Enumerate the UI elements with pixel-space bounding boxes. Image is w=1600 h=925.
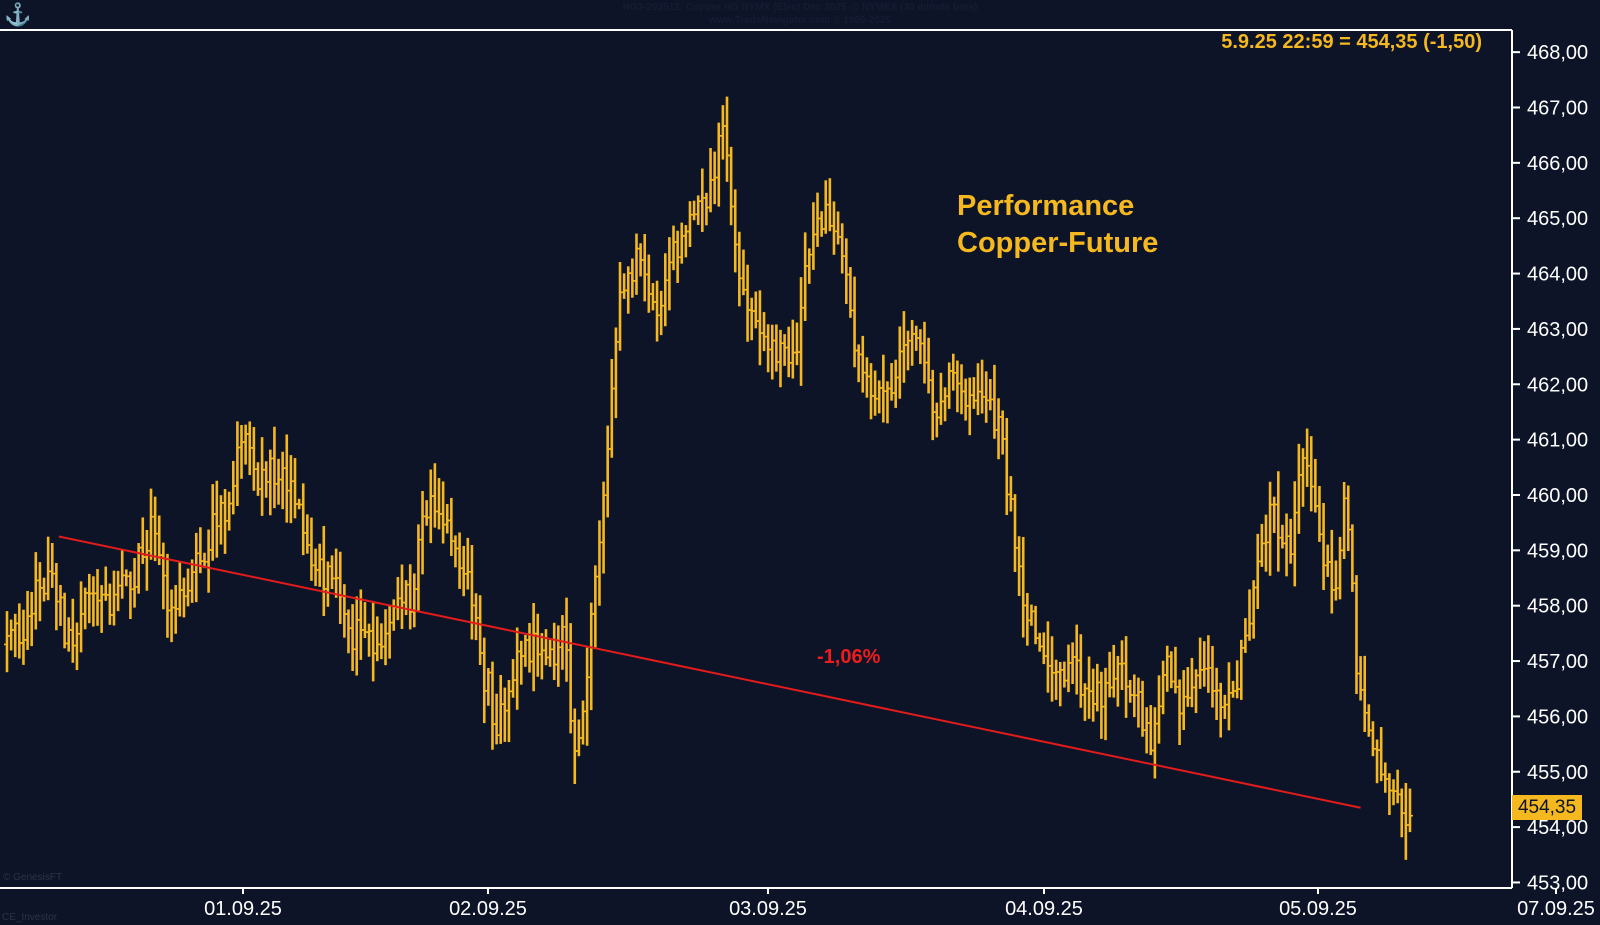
chart-header-title: HG3-202512: Copper HG NYMX (Elec) Dec 20… (622, 2, 978, 13)
y-tick-label: 455,00 (1527, 762, 1588, 784)
trend-percent-label: -1,06% (817, 646, 881, 668)
y-tick-label: 456,00 (1527, 706, 1588, 728)
byline-label: CE_Investor (2, 912, 58, 923)
last-price-label: 454,35 (1512, 795, 1582, 820)
y-tick-label: 462,00 (1527, 374, 1588, 396)
y-tick-label: 463,00 (1527, 319, 1588, 341)
y-tick-label: 461,00 (1527, 430, 1588, 452)
y-tick-label: 453,00 (1527, 872, 1588, 894)
y-tick-label: 465,00 (1527, 208, 1588, 230)
y-axis-ticks: 453,00 454,00 455,00 456,00 457,00 458,00 459,… (1512, 42, 1588, 894)
annotation-line-1: Performance (957, 190, 1135, 222)
chart-axes (0, 29, 1513, 889)
x-axis-ticks: 01.09.25 02.09.25 03.09.25 04.09.25 05.09.25… (204, 888, 1595, 920)
x-tick-label: 02.09.25 (449, 898, 527, 920)
annotation-line-2: Copper-Future (957, 227, 1159, 259)
y-tick-label: 466,00 (1527, 153, 1588, 175)
x-tick-label: 03.09.25 (729, 898, 807, 920)
y-tick-label: 459,00 (1527, 540, 1588, 562)
trend-line (58, 535, 1361, 809)
y-tick-label: 454,00 (1527, 817, 1588, 839)
performance-annotation: Performance Copper-Future (957, 188, 1158, 262)
y-tick-label: 457,00 (1527, 651, 1588, 673)
anchor-logo-icon: ⚓ (4, 2, 32, 27)
data-source-label: © GenesisFT (3, 872, 63, 883)
ohlc-bars (4, 96, 1413, 860)
x-tick-label: 01.09.25 (204, 898, 282, 920)
y-tick-label: 467,00 (1527, 97, 1588, 119)
x-tick-label: 07.09.25 (1517, 898, 1595, 920)
y-tick-label: 460,00 (1527, 485, 1588, 507)
x-tick-label: 04.09.25 (1005, 898, 1083, 920)
y-tick-label: 468,00 (1527, 42, 1588, 64)
y-tick-label: 464,00 (1527, 264, 1588, 286)
x-tick-label: 05.09.25 (1279, 898, 1357, 920)
y-tick-label: 458,00 (1527, 596, 1588, 618)
price-readout: 5.9.25 22:59 = 454,35 (-1,50) (1221, 31, 1482, 53)
chart-header-source: www.TradeNavigator.com © 1999-2025 (708, 15, 892, 26)
